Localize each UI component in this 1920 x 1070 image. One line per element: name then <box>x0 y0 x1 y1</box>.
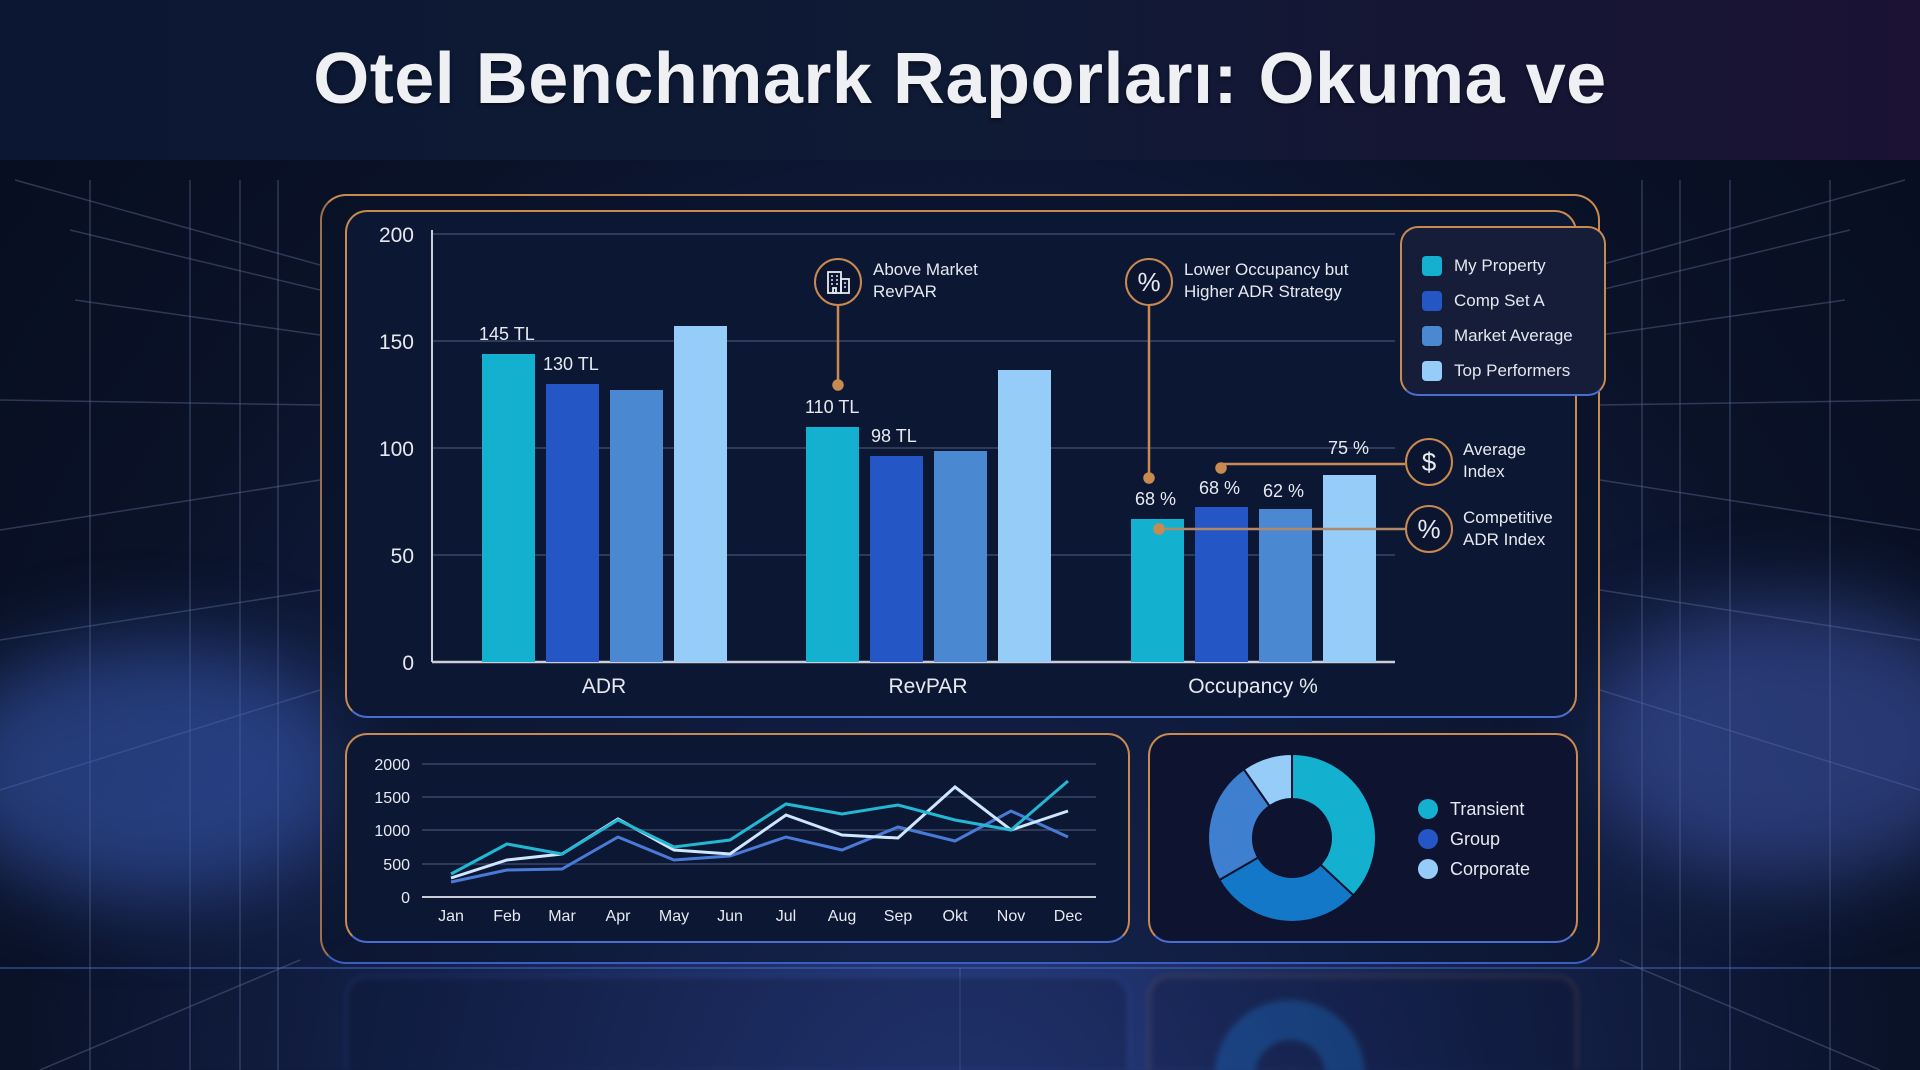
dollar-icon: $ <box>1405 438 1453 486</box>
svg-text:Jun: Jun <box>717 908 743 925</box>
callout-lower-occupancy: Lower Occupancy but Higher ADR Strategy <box>1184 260 1349 301</box>
building-icon <box>814 258 862 306</box>
dot-icon <box>1418 859 1438 879</box>
line-series-white[interactable] <box>450 785 1069 880</box>
bar-label-occ-market-average: 62 % <box>1263 481 1305 501</box>
y-tick-100: 100 <box>379 438 414 461</box>
swatch-icon <box>1422 325 1442 346</box>
svg-text:Jan: Jan <box>438 908 464 925</box>
swatch-icon <box>1422 290 1442 311</box>
callout-average-index: Average Index <box>1463 440 1527 481</box>
y-tick-0: 0 <box>402 652 414 675</box>
legend-item-my-property[interactable]: My Property <box>1422 248 1604 283</box>
donut-segment-mid[interactable] <box>1207 767 1271 882</box>
line-chart-panel <box>345 733 1130 943</box>
bar-group-revpar <box>806 370 1051 662</box>
line-series-teal[interactable] <box>450 779 1069 876</box>
donut-segment-corporate[interactable] <box>1242 752 1293 808</box>
bar-label-revpar-comp-set-a: 98 TL <box>871 426 917 446</box>
callout-above-market-revpar: Above Market RevPAR <box>873 260 978 301</box>
donut-legend-corporate[interactable]: Corporate <box>1418 854 1530 884</box>
y-tick-150: 150 <box>379 331 414 354</box>
percent-icon: % <box>1405 505 1453 553</box>
bar-adr-my-property[interactable] <box>482 354 535 662</box>
header-band: Otel Benchmark Raporları: Okuma ve <box>0 0 1920 160</box>
bar-label-adr-my-property: 145 TL <box>479 324 535 344</box>
svg-text:2000: 2000 <box>374 757 410 774</box>
legend-item-comp-set-a[interactable]: Comp Set A <box>1422 283 1604 318</box>
line-series-blue[interactable] <box>450 809 1069 884</box>
svg-text:Feb: Feb <box>493 908 521 925</box>
bar-group-occupancy <box>1131 475 1376 662</box>
bar-label-occ-top-performers: 75 % <box>1328 438 1370 458</box>
bar-occupancy-my-property[interactable] <box>1131 519 1184 662</box>
swatch-icon <box>1422 360 1442 381</box>
svg-text:500: 500 <box>383 857 410 874</box>
svg-text:0: 0 <box>401 890 410 907</box>
bar-label-adr-comp-set-a: 130 TL <box>543 354 599 374</box>
svg-text:1000: 1000 <box>374 823 410 840</box>
donut-legend-group[interactable]: Group <box>1418 824 1530 854</box>
bar-occupancy-comp-set-a[interactable] <box>1195 507 1248 662</box>
bar-label-revpar-my-property: 110 TL <box>805 397 860 417</box>
percent-icon: % <box>1125 258 1173 306</box>
svg-text:1500: 1500 <box>374 790 410 807</box>
bar-label-occ-comp-set-a: 68 % <box>1199 478 1241 498</box>
bar-occupancy-top-performers[interactable] <box>1323 475 1376 662</box>
bar-group-adr <box>482 326 727 662</box>
callout-competitive-adr-index: Competitive ADR Index <box>1463 508 1553 549</box>
bar-label-occ-my-property: 68 % <box>1135 489 1177 509</box>
bar-adr-comp-set-a[interactable] <box>546 384 599 662</box>
svg-text:Sep: Sep <box>884 908 913 925</box>
page-title: Otel Benchmark Raporları: Okuma ve <box>313 39 1607 119</box>
x-label-occupancy: Occupancy % <box>1188 675 1318 698</box>
bar-revpar-comp-set-a[interactable] <box>870 456 923 662</box>
bar-occupancy-market-average[interactable] <box>1259 509 1312 662</box>
bar-adr-market-average[interactable] <box>610 390 663 662</box>
bar-revpar-my-property[interactable] <box>806 427 859 662</box>
svg-text:May: May <box>659 908 689 925</box>
dot-icon <box>1418 799 1438 819</box>
donut-legend: Transient Group Corporate <box>1418 794 1530 884</box>
dot-icon <box>1418 829 1438 849</box>
x-label-adr: ADR <box>581 675 627 698</box>
swatch-icon <box>1422 255 1442 276</box>
legend-item-top-performers[interactable]: Top Performers <box>1422 353 1604 388</box>
y-tick-50: 50 <box>391 545 414 568</box>
svg-text:Dec: Dec <box>1054 908 1082 925</box>
svg-text:Aug: Aug <box>828 908 856 925</box>
svg-text:Okt: Okt <box>943 908 968 925</box>
donut-segment-transient[interactable] <box>1291 752 1377 897</box>
legend-item-market-average[interactable]: Market Average <box>1422 318 1604 353</box>
donut-legend-transient[interactable]: Transient <box>1418 794 1530 824</box>
bar-revpar-top-performers[interactable] <box>998 370 1051 662</box>
svg-text:Nov: Nov <box>997 908 1025 925</box>
donut-segment-group[interactable] <box>1217 856 1355 923</box>
svg-text:Mar: Mar <box>548 908 576 925</box>
x-label-revpar: RevPAR <box>888 675 968 698</box>
bar-adr-top-performers[interactable] <box>674 326 727 662</box>
y-tick-200: 200 <box>379 224 414 247</box>
chart-legend: My Property Comp Set A Market Average To… <box>1400 226 1606 396</box>
svg-text:Apr: Apr <box>606 908 632 925</box>
bar-revpar-market-average[interactable] <box>934 451 987 662</box>
svg-text:Jul: Jul <box>776 908 796 925</box>
